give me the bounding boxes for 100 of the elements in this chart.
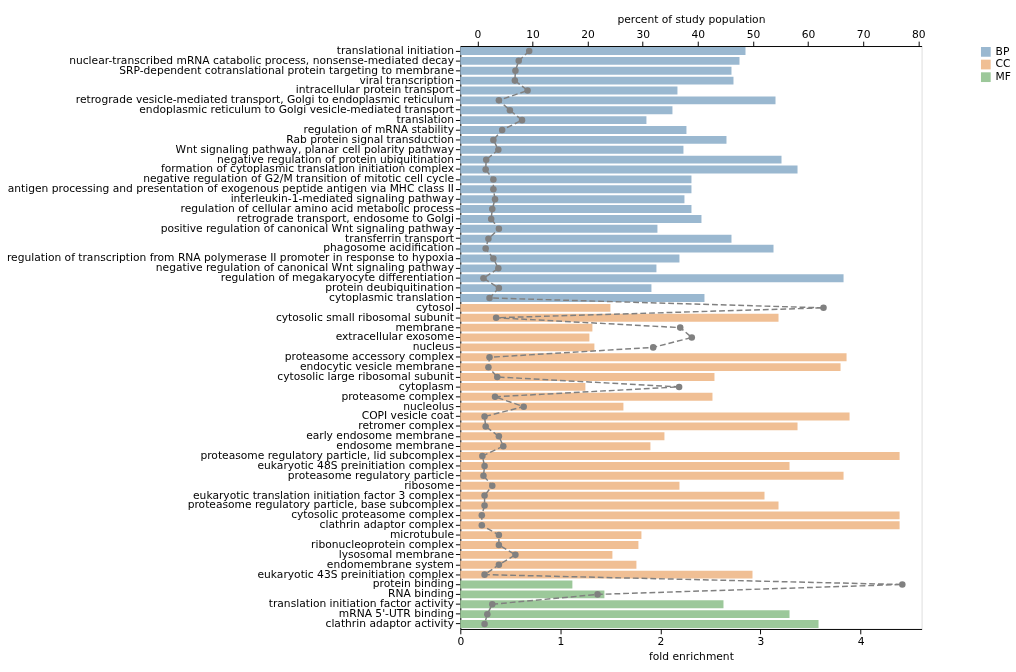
point [486, 294, 493, 302]
x2-tick-label: 70 [856, 27, 871, 41]
point [481, 502, 488, 509]
point [485, 235, 492, 242]
x2-tick-label: 10 [526, 27, 540, 41]
point [498, 126, 506, 134]
bar [460, 214, 702, 223]
bar [460, 432, 665, 441]
bar [460, 343, 595, 352]
bar [460, 303, 611, 312]
legend-label: MF [995, 70, 1011, 84]
bar [460, 96, 776, 105]
point [518, 116, 526, 124]
point [525, 47, 533, 55]
point [676, 324, 684, 331]
point [491, 393, 499, 401]
point [481, 462, 488, 470]
point [649, 344, 657, 351]
x-axis-title: fold enrichment [649, 649, 734, 663]
point [491, 195, 499, 203]
point [490, 136, 497, 144]
bar [460, 452, 900, 461]
bar [460, 145, 684, 154]
bar [460, 412, 850, 421]
point [495, 433, 503, 440]
bar [460, 106, 673, 115]
bar [460, 264, 657, 273]
point [489, 601, 496, 608]
point [482, 245, 489, 252]
point [478, 521, 486, 529]
point [489, 205, 496, 213]
bar [460, 56, 740, 65]
point [478, 512, 486, 519]
point [899, 581, 906, 588]
point [512, 551, 519, 559]
bar [460, 244, 774, 253]
point [481, 492, 488, 499]
point [495, 265, 502, 272]
x2-tick-label: 80 [911, 27, 926, 41]
bar [460, 610, 790, 619]
point [495, 225, 503, 233]
bar [460, 175, 692, 184]
bar [460, 363, 841, 372]
bar [460, 491, 765, 500]
bar [460, 521, 900, 530]
point [490, 176, 497, 183]
bar [460, 461, 790, 470]
bar [460, 165, 798, 174]
point [480, 274, 487, 282]
bar [460, 274, 844, 283]
bar [460, 86, 678, 95]
bar [460, 185, 692, 194]
bar [460, 66, 732, 75]
bar [460, 76, 734, 85]
point [486, 354, 493, 361]
point [820, 304, 827, 312]
point [688, 334, 696, 341]
bar [460, 373, 715, 381]
point [482, 166, 489, 173]
point [495, 531, 503, 539]
x-tick-label: 3 [757, 635, 765, 649]
bar [460, 550, 613, 559]
bar [460, 234, 732, 243]
bar [460, 254, 680, 263]
bar [460, 471, 844, 480]
bar [460, 531, 642, 540]
x2-tick-label: 30 [636, 27, 651, 41]
bar [460, 294, 705, 302]
x2-tick-label: 40 [691, 27, 706, 41]
y-tick-label: retromer complex [358, 419, 454, 433]
point [484, 610, 491, 618]
bar [460, 620, 819, 628]
bar [460, 195, 685, 204]
x2-tick-label: 0 [474, 27, 482, 41]
bar [460, 442, 651, 451]
point [481, 571, 488, 578]
point [490, 186, 497, 193]
bar [460, 590, 605, 599]
bar [460, 116, 647, 125]
bar [460, 600, 724, 609]
x-tick-label: 2 [657, 635, 665, 649]
bar [460, 570, 753, 579]
bar [460, 422, 798, 431]
bar [460, 481, 680, 490]
bar [460, 541, 639, 549]
bar [460, 135, 727, 144]
point [493, 373, 501, 381]
bar [460, 47, 746, 55]
bar [460, 382, 586, 391]
bar [460, 313, 779, 322]
point [487, 215, 495, 223]
point [492, 314, 500, 321]
x-tick-label: 4 [857, 635, 865, 649]
bar [460, 353, 847, 362]
point [511, 77, 519, 84]
point [515, 57, 522, 65]
legend-label: BP [995, 44, 1010, 58]
bar [460, 224, 658, 233]
point [520, 403, 527, 410]
x2-tick-label: 60 [801, 27, 816, 41]
